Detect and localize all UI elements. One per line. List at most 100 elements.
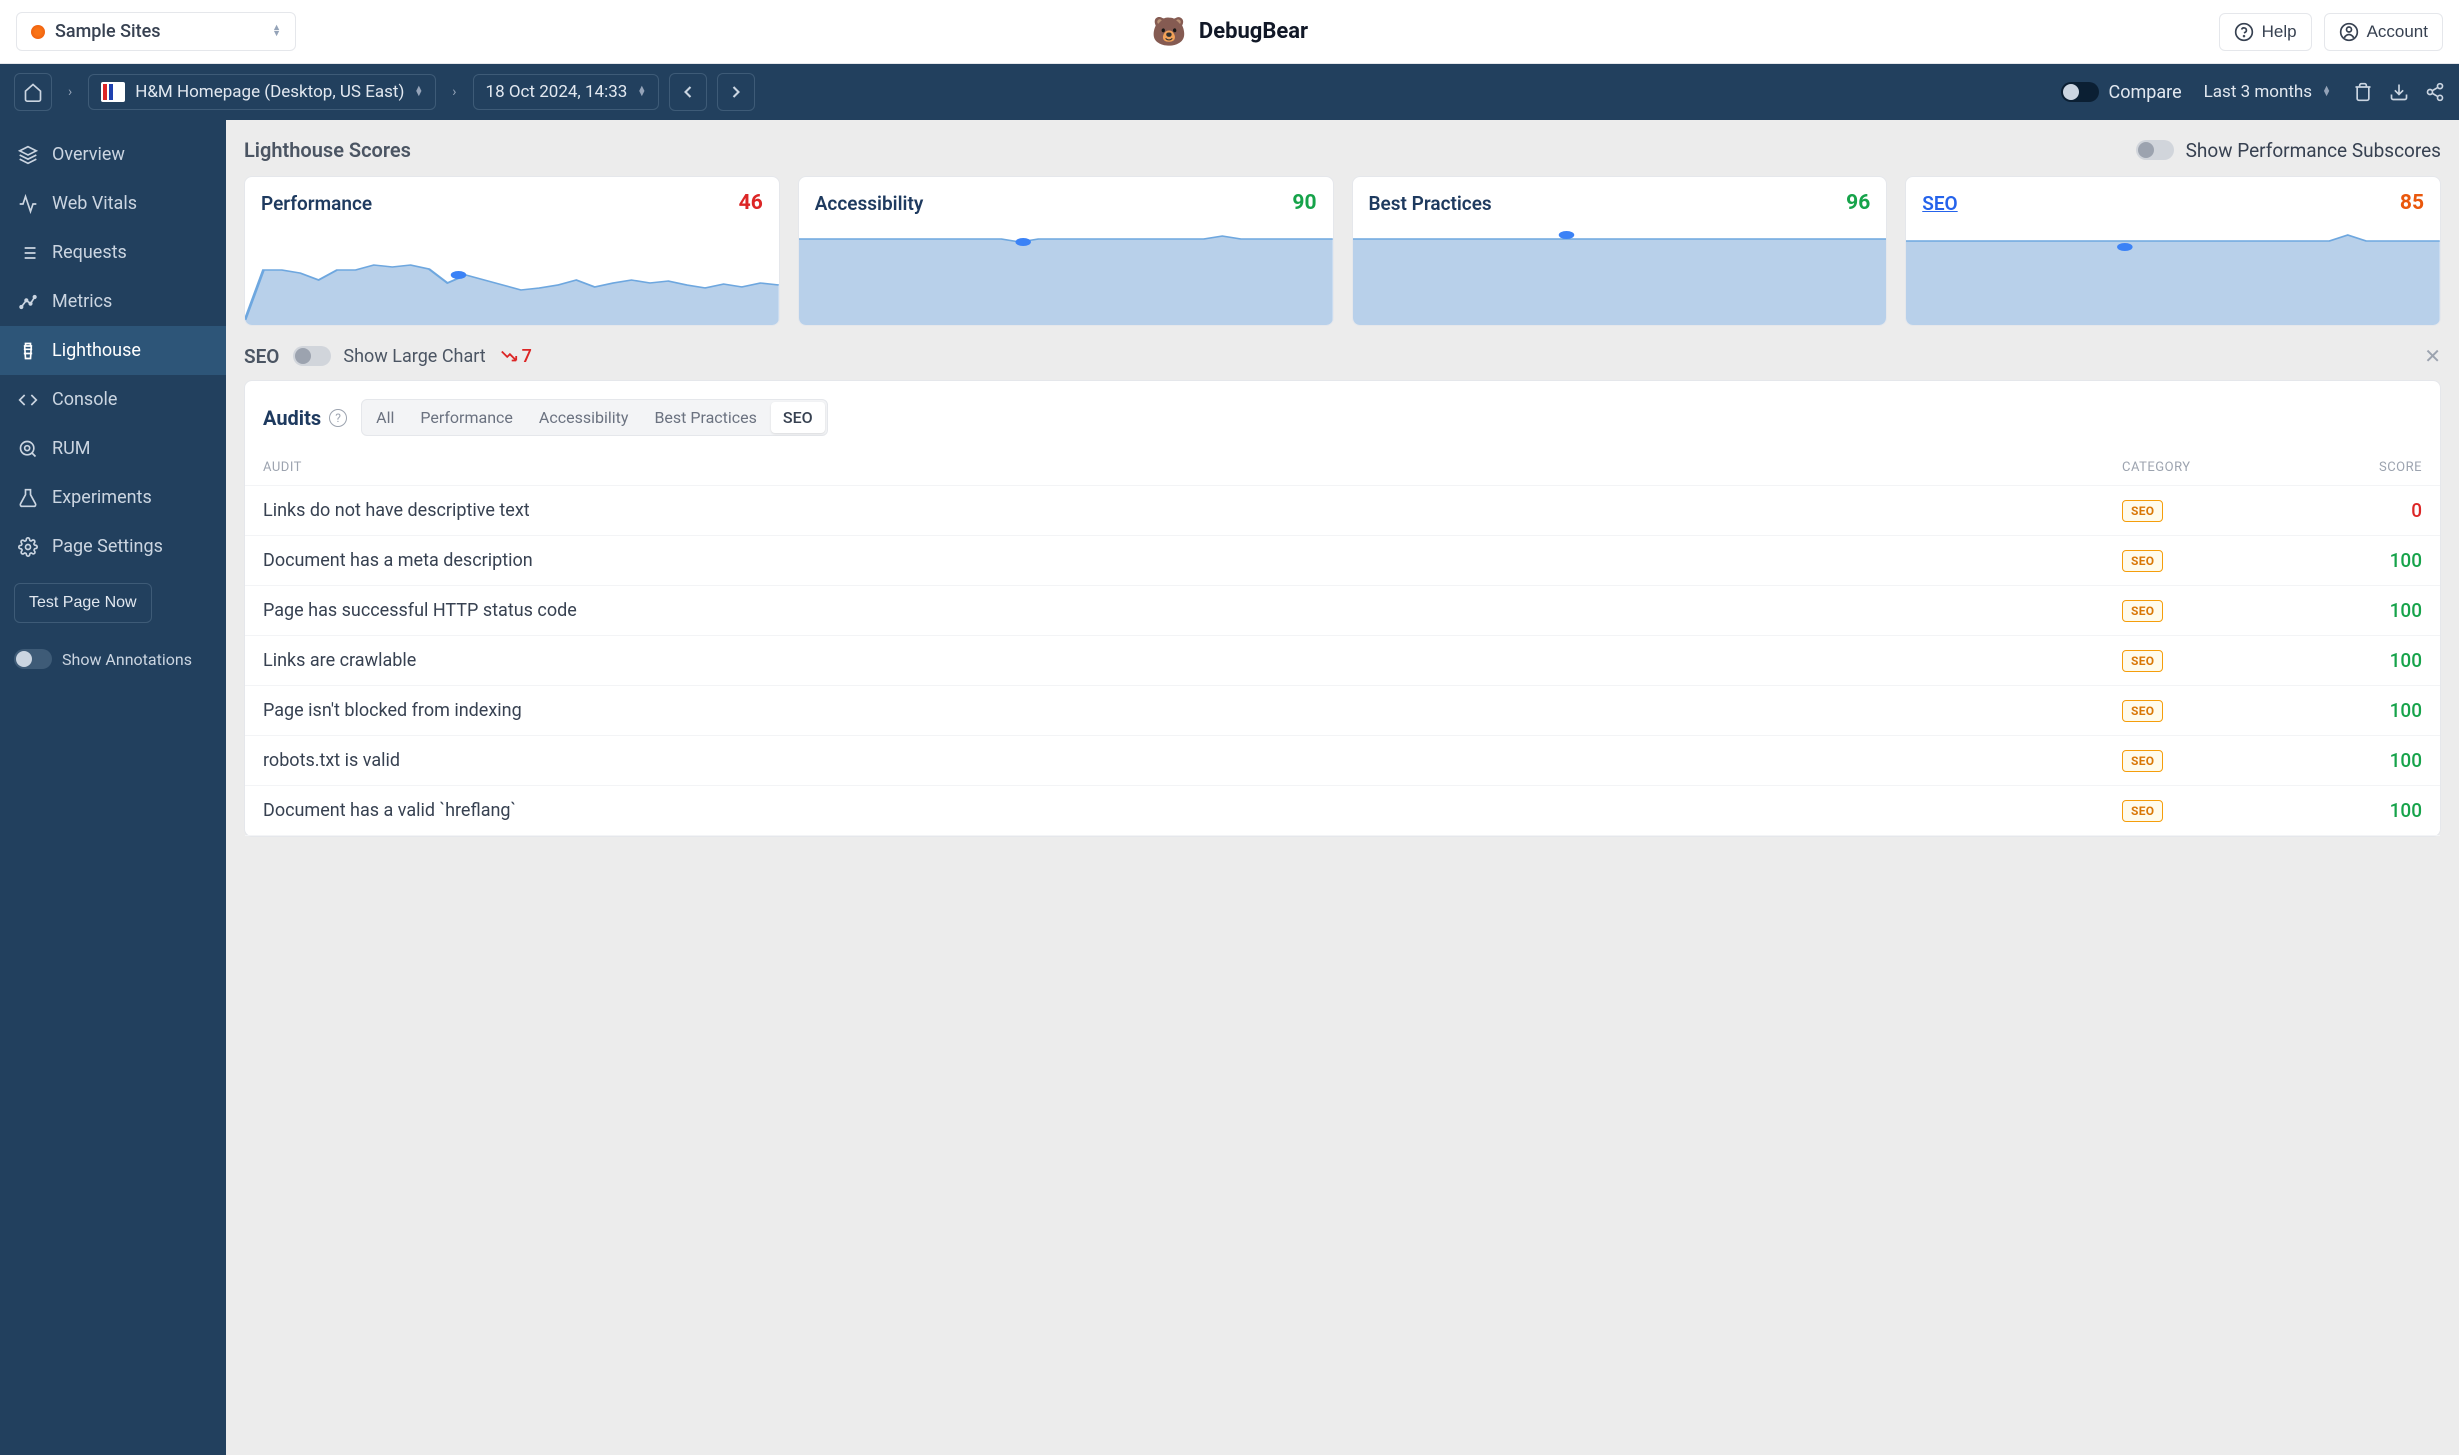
tab-all[interactable]: All: [364, 402, 406, 433]
audit-row[interactable]: Page has successful HTTP status codeSEO1…: [245, 586, 2440, 636]
large-chart-label: Show Large Chart: [343, 346, 485, 367]
col-category: CATEGORY: [2122, 460, 2302, 475]
audit-category: SEO: [2122, 599, 2302, 622]
account-button[interactable]: Account: [2324, 13, 2443, 51]
sparkline-chart: [799, 225, 1333, 325]
test-page-button[interactable]: Test Page Now: [14, 583, 152, 623]
audit-category: SEO: [2122, 499, 2302, 522]
annotations-label: Show Annotations: [62, 650, 192, 669]
search-icon: [18, 439, 38, 459]
score-card-best-practices[interactable]: Best Practices 96: [1352, 176, 1888, 326]
chevron-right-icon: [726, 82, 746, 102]
compare-toggle[interactable]: Compare: [2061, 82, 2182, 103]
home-button[interactable]: [14, 73, 52, 111]
sidebar-item-label: Lighthouse: [52, 340, 141, 361]
code-icon: [18, 390, 38, 410]
sidebar-item-label: Experiments: [52, 487, 152, 508]
sidebar-item-experiments[interactable]: Experiments: [0, 473, 226, 522]
audit-score: 100: [2302, 699, 2422, 722]
date-selector[interactable]: 18 Oct 2024, 14:33 ▲▼: [473, 74, 660, 110]
annotations-toggle[interactable]: Show Annotations: [0, 635, 226, 683]
audit-name: robots.txt is valid: [263, 750, 2122, 771]
site-selector[interactable]: Sample Sites ▲▼: [16, 12, 296, 51]
tab-performance[interactable]: Performance: [408, 402, 525, 433]
download-icon[interactable]: [2389, 82, 2409, 102]
score-card-value: 96: [1846, 191, 1870, 215]
subscores-toggle[interactable]: Show Performance Subscores: [2136, 139, 2441, 162]
lighthouse-icon: [18, 341, 38, 361]
chevron-updown-icon: ▲▼: [637, 87, 646, 98]
score-card-accessibility[interactable]: Accessibility90: [798, 176, 1334, 326]
tab-seo[interactable]: SEO: [771, 402, 825, 433]
audit-row[interactable]: Page isn't blocked from indexingSEO100: [245, 686, 2440, 736]
sidebar-item-console[interactable]: Console: [0, 375, 226, 424]
audit-score: 100: [2302, 749, 2422, 772]
audit-score: 100: [2302, 599, 2422, 622]
page-selector[interactable]: H&M Homepage (Desktop, US East) ▲▼: [88, 74, 436, 110]
sidebar-item-label: Overview: [52, 144, 125, 165]
audit-category: SEO: [2122, 799, 2302, 822]
audit-name: Links are crawlable: [263, 650, 2122, 671]
large-chart-toggle[interactable]: Show Large Chart: [293, 346, 485, 367]
compare-label: Compare: [2109, 82, 2182, 103]
score-card-title: Best Practices: [1369, 192, 1492, 215]
score-card-performance[interactable]: Performance 46: [244, 176, 780, 326]
help-icon[interactable]: ?: [329, 409, 347, 427]
chevron-updown-icon: ▲▼: [272, 26, 281, 37]
trend-down-icon: [500, 349, 518, 363]
score-card-value: 90: [1292, 191, 1316, 215]
sidebar-item-metrics[interactable]: Metrics: [0, 277, 226, 326]
toggle-icon: [2136, 140, 2174, 160]
tab-best-practices[interactable]: Best Practices: [642, 402, 768, 433]
brand: 🐻 DebugBear: [1151, 14, 1308, 50]
close-button[interactable]: ✕: [2424, 344, 2441, 368]
sidebar-item-page-settings[interactable]: Page Settings: [0, 522, 226, 571]
trending-icon: [18, 292, 38, 312]
trend-value: 7: [522, 346, 532, 367]
page-thumbnail: [101, 82, 125, 102]
sidebar-item-lighthouse[interactable]: Lighthouse: [0, 326, 226, 375]
audit-category: SEO: [2122, 549, 2302, 572]
next-button[interactable]: [717, 73, 755, 111]
audit-category: SEO: [2122, 699, 2302, 722]
audit-row[interactable]: Document has a valid `hreflang`SEO100: [245, 786, 2440, 836]
trash-icon[interactable]: [2353, 82, 2373, 102]
score-card-value: 46: [739, 191, 763, 215]
audit-category: SEO: [2122, 649, 2302, 672]
share-icon[interactable]: [2425, 82, 2445, 102]
sparkline-chart: [245, 225, 779, 325]
audit-score: 100: [2302, 799, 2422, 822]
top-header: Sample Sites ▲▼ 🐻 DebugBear Help Account: [0, 0, 2459, 64]
score-card-seo[interactable]: SEO85: [1905, 176, 2441, 326]
audit-row[interactable]: robots.txt is validSEO100: [245, 736, 2440, 786]
sidebar-item-requests[interactable]: Requests: [0, 228, 226, 277]
page-name: H&M Homepage (Desktop, US East): [135, 82, 404, 102]
logo-icon: 🐻: [1151, 14, 1187, 50]
gear-icon: [18, 537, 38, 557]
audit-row[interactable]: Document has a meta descriptionSEO100: [245, 536, 2440, 586]
sidebar-item-label: RUM: [52, 438, 90, 459]
help-button[interactable]: Help: [2219, 13, 2312, 51]
chevron-right-icon: ›: [62, 84, 78, 100]
toggle-icon: [14, 649, 52, 669]
date-range-selector[interactable]: Last 3 months ▲▼: [2192, 75, 2343, 109]
site-dot-icon: [31, 25, 45, 39]
account-icon: [2339, 22, 2359, 42]
home-icon: [23, 82, 43, 102]
sidebar-item-rum[interactable]: RUM: [0, 424, 226, 473]
subscores-label: Show Performance Subscores: [2186, 139, 2441, 162]
account-label: Account: [2367, 22, 2428, 42]
score-card-title: Performance: [261, 192, 372, 215]
section-title: Lighthouse Scores: [244, 138, 411, 162]
col-score: SCORE: [2302, 460, 2422, 475]
trend-indicator: 7: [500, 346, 532, 367]
prev-button[interactable]: [669, 73, 707, 111]
audit-row[interactable]: Links are crawlableSEO100: [245, 636, 2440, 686]
toggle-icon: [2061, 82, 2099, 102]
seo-label: SEO: [244, 345, 279, 368]
sidebar-item-label: Requests: [52, 242, 127, 263]
audit-row[interactable]: Links do not have descriptive textSEO0: [245, 486, 2440, 536]
sidebar-item-web-vitals[interactable]: Web Vitals: [0, 179, 226, 228]
sidebar-item-overview[interactable]: Overview: [0, 130, 226, 179]
tab-accessibility[interactable]: Accessibility: [527, 402, 641, 433]
